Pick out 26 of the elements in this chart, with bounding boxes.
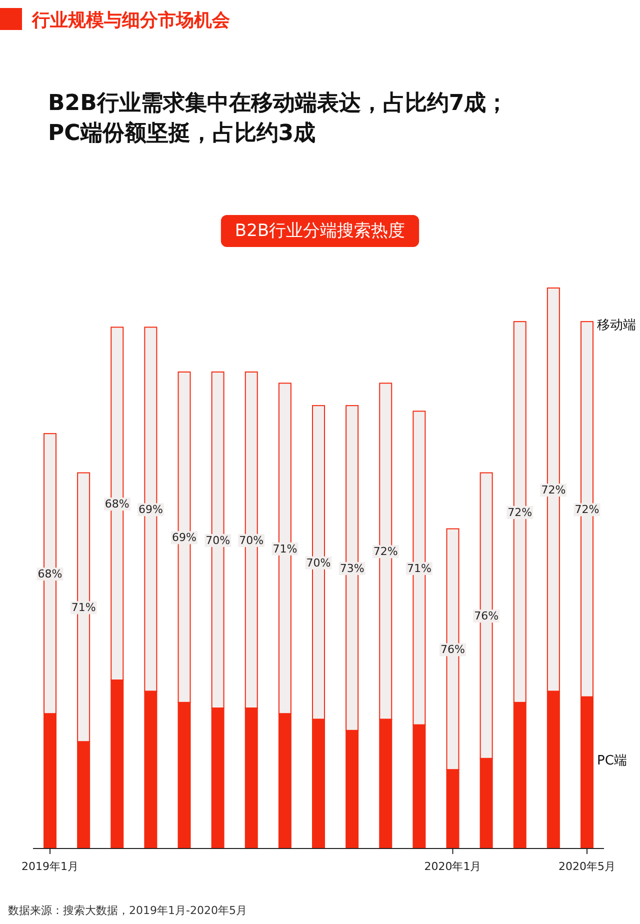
annotation: 72% xyxy=(541,484,566,497)
annotation: 70% xyxy=(239,534,264,547)
annotation: 76% xyxy=(474,610,499,623)
annotation: 69% xyxy=(172,531,196,544)
x-tick-label: 2020年5月 xyxy=(558,860,616,873)
annotation: 71% xyxy=(272,542,298,556)
annotation: 72% xyxy=(373,545,398,558)
source-note: 数据来源：搜索大数据，2019年1月-2020年5月 xyxy=(8,904,247,917)
annotation: 70% xyxy=(306,556,331,570)
header: 行业规模与细分市场机会 xyxy=(32,10,230,31)
annotation: 71% xyxy=(71,601,96,614)
series-label: PC端 xyxy=(597,753,627,768)
annotation: 71% xyxy=(406,562,432,575)
annotation: 76% xyxy=(440,643,465,656)
annotation: 73% xyxy=(340,562,364,575)
annotation: 72% xyxy=(574,503,600,516)
series-label: 移动端 xyxy=(597,318,636,334)
annotation: 70% xyxy=(206,534,230,547)
annotation: 69% xyxy=(138,503,163,516)
x-tick-label: 2019年1月 xyxy=(22,860,78,873)
annotation: 68% xyxy=(104,498,130,511)
x-tick-label: 2020年1月 xyxy=(424,860,482,873)
annotation: 68% xyxy=(38,568,62,581)
chart-title: B2B行业分端搜索热度 xyxy=(234,221,406,241)
chart-subtitle: B2B行业需求集中在移动端表达，占比约7成； PC端份额坚挺，占比约3成 xyxy=(48,91,508,146)
annotation: 72% xyxy=(508,506,532,519)
